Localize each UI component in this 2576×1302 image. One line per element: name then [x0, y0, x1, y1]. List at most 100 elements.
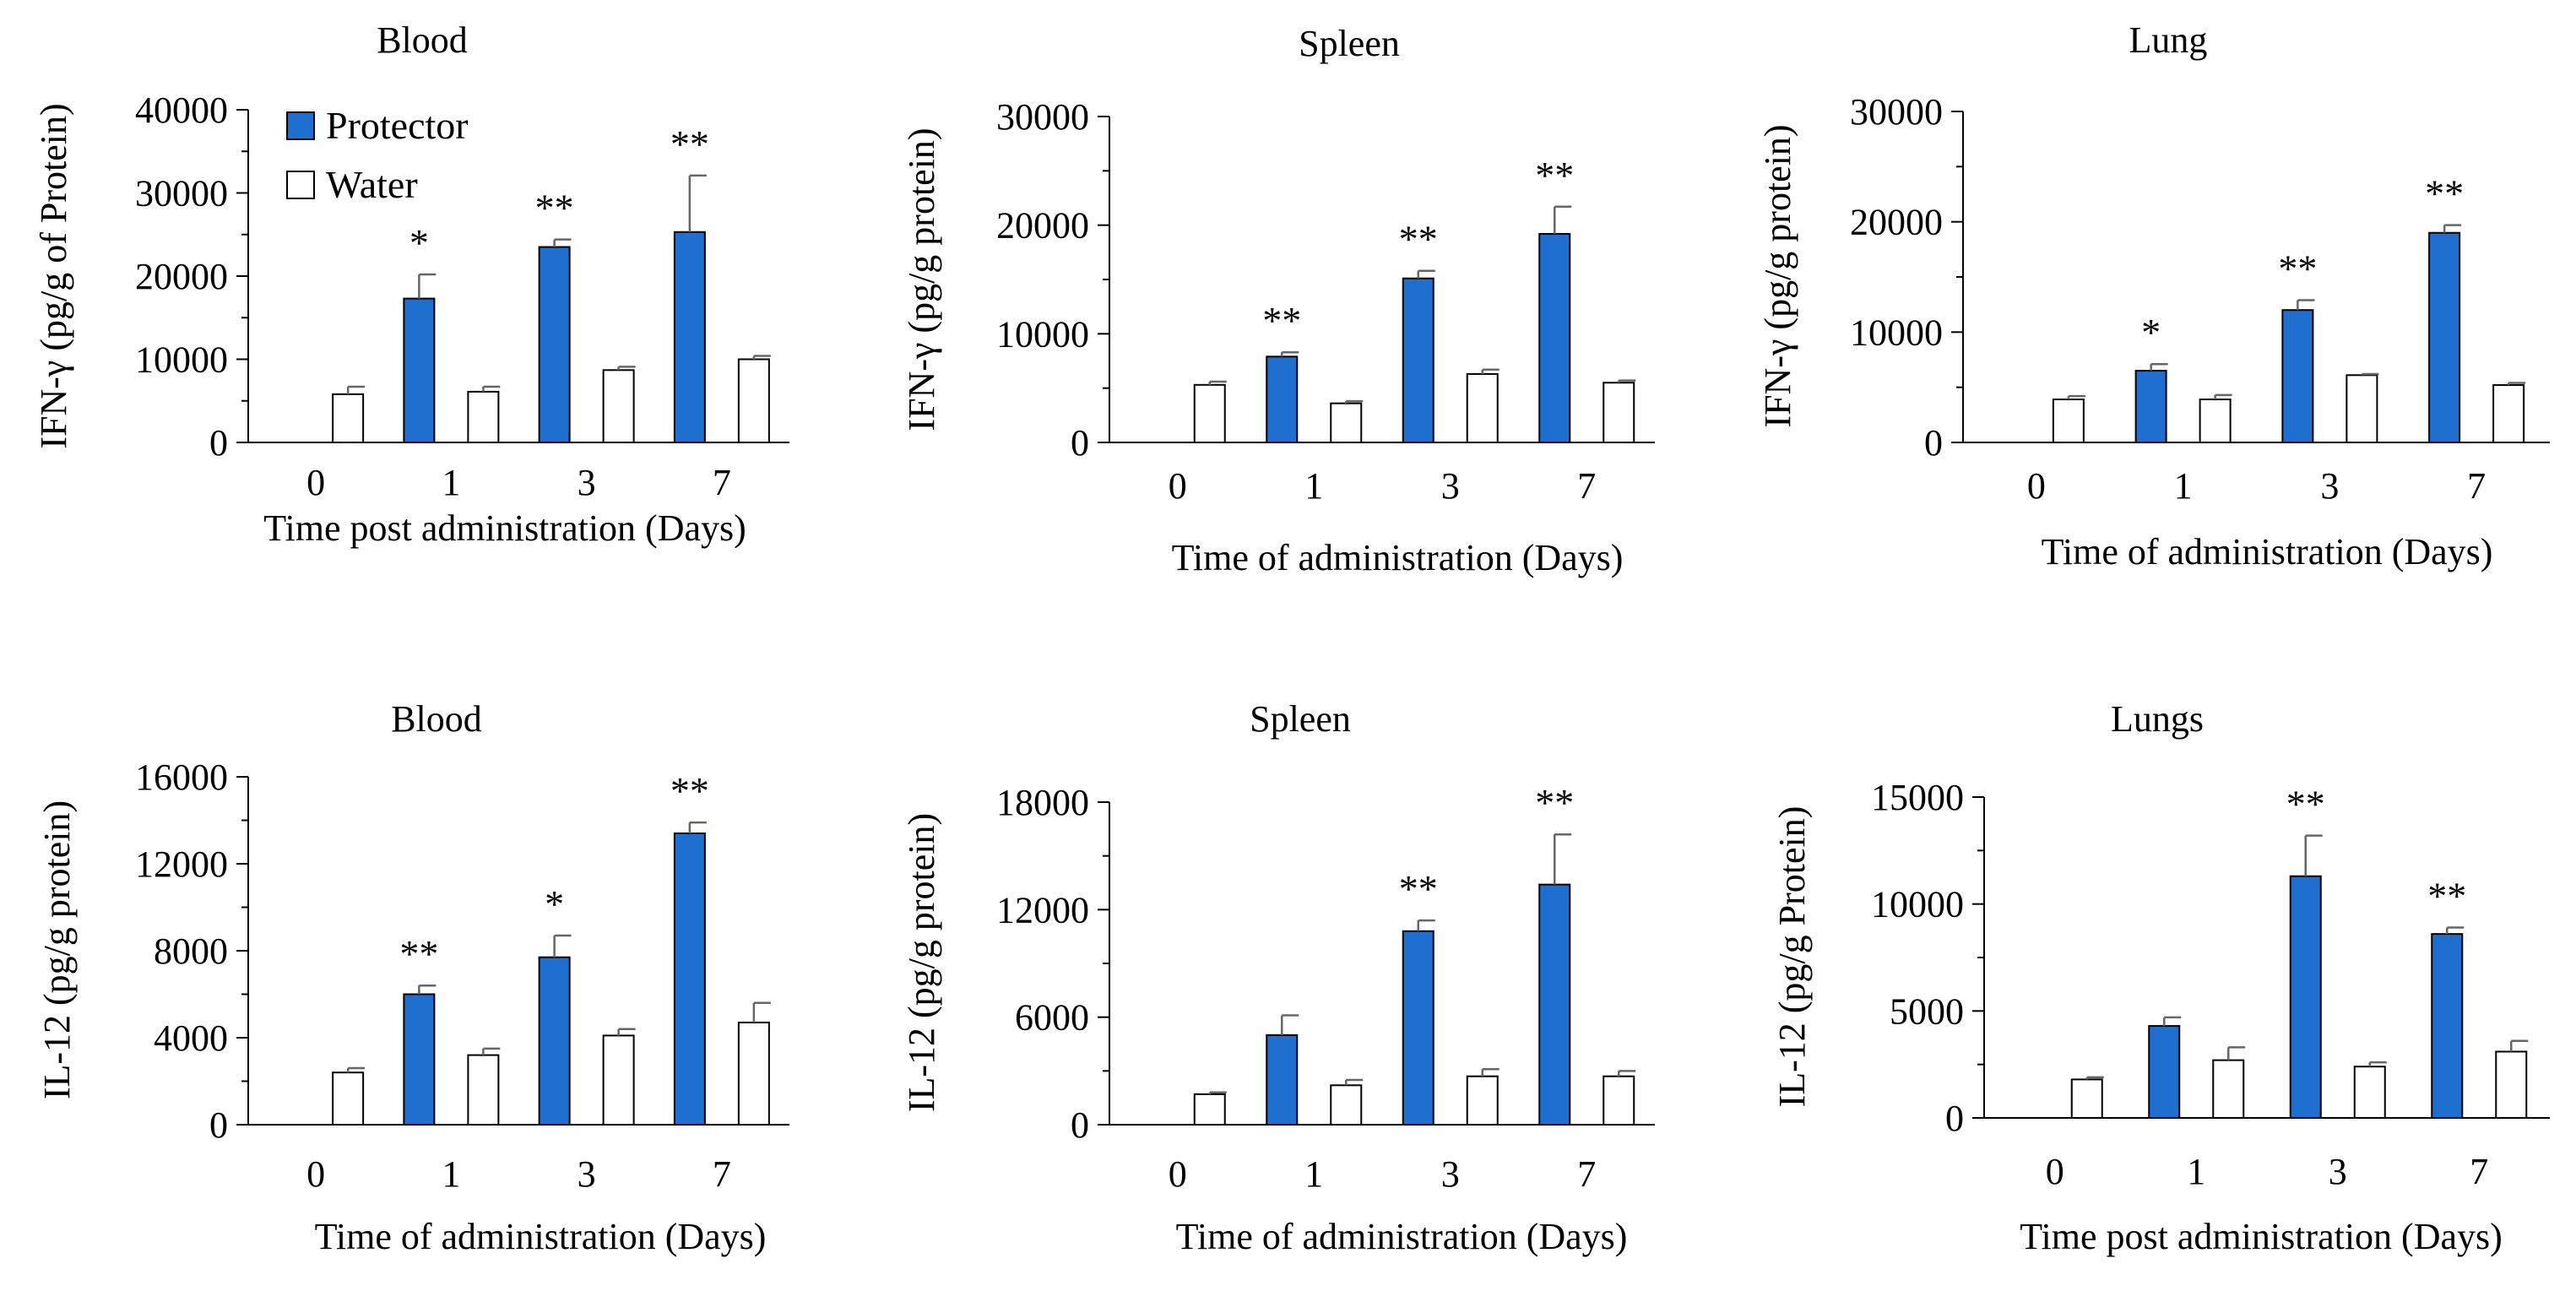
protector-bar — [403, 297, 436, 443]
significance-marker: * — [545, 882, 564, 925]
y-tick-label: 10000 — [1871, 884, 1964, 925]
chart-title: Lung — [2129, 19, 2208, 61]
x-tick-label: 0 — [306, 462, 325, 503]
water-bar — [1193, 383, 1226, 444]
x-tick-label: 1 — [1304, 465, 1323, 507]
protector-bar — [1402, 277, 1434, 444]
x-tick-label: 1 — [442, 1153, 460, 1195]
x-axis-label: Time post administration (Days) — [263, 507, 746, 549]
x-tick-label: 3 — [1441, 465, 1460, 507]
y-tick-label: 0 — [1924, 422, 1943, 464]
y-tick-label: 10000 — [996, 313, 1089, 355]
y-tick-label: 30000 — [1850, 91, 1943, 133]
x-tick-label: 3 — [2329, 1151, 2347, 1192]
y-axis-label: IL-12 (pg/g protein) — [36, 800, 78, 1099]
protector-bar — [403, 993, 436, 1126]
x-tick-label: 1 — [2174, 465, 2193, 507]
x-tick-label: 7 — [2467, 465, 2486, 507]
water-bar — [737, 1021, 770, 1126]
x-tick-label: 0 — [1169, 465, 1187, 507]
x-tick-label: 1 — [2187, 1151, 2205, 1192]
y-tick-label: 0 — [209, 422, 228, 464]
significance-marker: ** — [399, 932, 438, 975]
x-tick-label: 0 — [1169, 1153, 1187, 1195]
y-axis-label: IL-12 (pg/g Protein) — [1771, 806, 1813, 1108]
y-tick-label: 12000 — [135, 844, 228, 885]
water-bar — [2199, 399, 2232, 444]
x-tick-label: 7 — [1577, 465, 1596, 507]
y-tick-label: 6000 — [1015, 997, 1089, 1039]
y-tick-label: 40000 — [135, 90, 228, 131]
water-bar — [602, 1034, 635, 1126]
protector-bar — [2428, 231, 2461, 443]
water-bar — [1193, 1093, 1226, 1126]
x-axis-label: Time of administration (Days) — [315, 1216, 767, 1257]
water-bar — [602, 369, 635, 443]
y-axis-label: IFN-γ (pg/g of Protein) — [33, 103, 74, 448]
legend-swatch-water — [286, 171, 315, 199]
significance-marker: ** — [2425, 172, 2464, 215]
water-bar — [467, 390, 500, 444]
y-tick-label: 0 — [1071, 1104, 1089, 1146]
water-bar — [2353, 1066, 2386, 1119]
water-bar — [2212, 1059, 2245, 1119]
significance-marker: ** — [1262, 299, 1301, 342]
water-bar — [1330, 402, 1363, 443]
y-axis-label: IFN-γ (pg/g protein) — [1757, 124, 1798, 427]
legend: Protector Water — [286, 104, 469, 206]
x-tick-label: 0 — [2046, 1151, 2064, 1192]
x-tick-label: 7 — [2470, 1151, 2488, 1192]
protector-bar — [2281, 309, 2314, 444]
y-axis-label: IL-12 (pg/g protein) — [901, 813, 942, 1112]
y-tick-label: 0 — [1945, 1098, 1964, 1139]
y-tick-label: 30000 — [996, 96, 1089, 138]
y-tick-label: 10000 — [135, 339, 228, 381]
x-axis-label: Time of administration (Days) — [1172, 537, 1624, 578]
x-tick-label: 1 — [1304, 1153, 1323, 1195]
legend-swatch-protector — [286, 111, 315, 140]
y-axis-label: IFN-γ (pg/g protein) — [901, 127, 942, 431]
chart-title: Blood — [391, 698, 482, 740]
protector-bar — [2134, 370, 2167, 444]
y-tick-label: 20000 — [135, 256, 228, 297]
y-tick-label: 0 — [209, 1104, 228, 1146]
significance-marker: ** — [1399, 867, 1438, 910]
x-tick-label: 3 — [1441, 1153, 1460, 1195]
protector-bar — [2289, 875, 2322, 1119]
x-axis-label: Time post administration (Days) — [2020, 1216, 2503, 1257]
water-bar — [1466, 372, 1499, 443]
water-bar — [332, 1071, 365, 1126]
protector-bar — [673, 231, 706, 444]
water-bar — [737, 358, 770, 443]
water-bar — [1466, 1075, 1499, 1126]
protector-bar — [1538, 232, 1571, 443]
x-tick-label: 3 — [578, 1153, 596, 1195]
significance-marker: ** — [1535, 154, 1574, 197]
y-tick-label: 16000 — [135, 757, 228, 798]
protector-bar — [2431, 933, 2464, 1119]
protector-bar — [1538, 883, 1571, 1126]
water-bar — [1603, 382, 1635, 444]
y-tick-label: 18000 — [996, 782, 1089, 823]
y-tick-label: 0 — [1071, 422, 1089, 464]
protector-bar — [2148, 1025, 2181, 1119]
water-bar — [332, 393, 365, 443]
x-tick-label: 7 — [713, 462, 731, 503]
x-tick-label: 0 — [2027, 465, 2046, 507]
significance-marker: * — [409, 221, 429, 264]
chart-title: Blood — [377, 19, 468, 61]
y-tick-label: 20000 — [1850, 202, 1943, 243]
x-tick-label: 0 — [306, 1153, 325, 1195]
water-bar — [2052, 399, 2085, 444]
chart-panel-1: Blood IFN-γ (pg/g of Protein) Time post ad… — [33, 19, 789, 549]
significance-marker: ** — [1399, 218, 1438, 261]
significance-marker: ** — [670, 122, 709, 165]
x-axis-label: Time of administration (Days) — [1176, 1216, 1628, 1257]
significance-marker: ** — [2286, 783, 2325, 826]
water-bar — [467, 1054, 500, 1126]
x-tick-label: 1 — [442, 462, 460, 503]
protector-bar — [538, 246, 571, 443]
protector-bar — [1266, 1033, 1299, 1126]
protector-bar — [538, 956, 571, 1126]
significance-marker: * — [2141, 311, 2161, 354]
